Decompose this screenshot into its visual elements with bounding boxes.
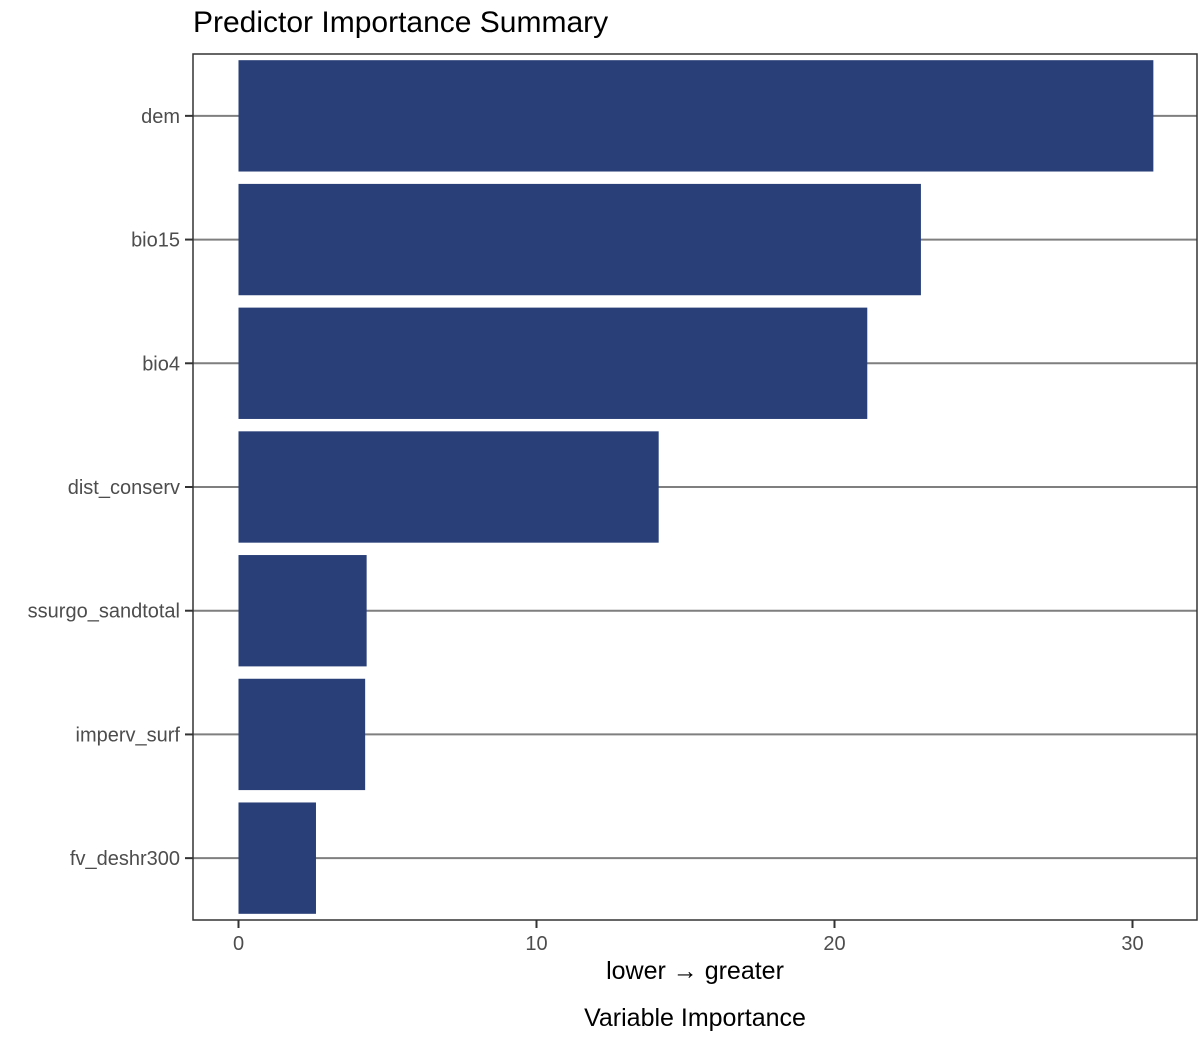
- y-tick-label-dem: dem: [141, 106, 180, 128]
- bars: [238, 60, 1154, 914]
- y-tick-label-fv_deshr300: fv_deshr300: [70, 848, 180, 870]
- bar-fv_deshr300: [238, 802, 316, 914]
- x-axis: 0 10 20 30: [233, 920, 1144, 955]
- bar-bio15: [238, 183, 921, 296]
- x-tick-label-30: 30: [1121, 933, 1143, 955]
- y-tick-label-bio15: bio15: [131, 230, 180, 252]
- x-tick-label-20: 20: [823, 933, 845, 955]
- bar-dem: [238, 60, 1154, 172]
- bar-bio4: [238, 307, 868, 419]
- x-axis-title-line1: lower → greater: [606, 957, 784, 985]
- bar-dist_conserv: [238, 431, 659, 543]
- y-tick-label-ssurgo_sandtotal: ssurgo_sandtotal: [28, 601, 180, 623]
- bar-ssurgo_sandtotal: [238, 555, 367, 667]
- chart-title: Predictor Importance Summary: [193, 6, 608, 39]
- bar-imperv_surf: [238, 678, 366, 791]
- y-tick-label-dist_conserv: dist_conserv: [68, 477, 180, 499]
- y-tick-label-bio4: bio4: [142, 353, 180, 375]
- y-tick-label-imperv_surf: imperv_surf: [76, 724, 181, 746]
- x-axis-title-line2: Variable Importance: [584, 1004, 806, 1032]
- y-axis: dem bio15 bio4 dist_conserv ssurgo_sandtotal…: [28, 106, 193, 870]
- x-tick-label-0: 0: [233, 933, 244, 955]
- x-tick-label-10: 10: [525, 933, 547, 955]
